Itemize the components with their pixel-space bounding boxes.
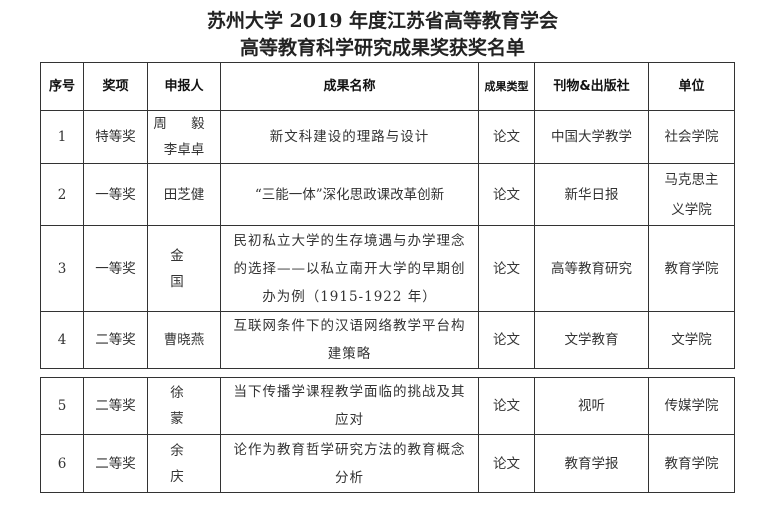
cell-work: 互联网条件下的汉语网络教学平台构建策略 bbox=[220, 311, 479, 369]
cell-applicant: 曹晓燕 bbox=[147, 311, 221, 369]
applicant-name: 李卓卓 bbox=[163, 142, 205, 158]
cell-work: 民初私立大学的生存境遇与办学理念的选择——以私立南开大学的早期创办为例（1915… bbox=[220, 225, 479, 312]
cell-publication: 视听 bbox=[534, 377, 649, 435]
cell-applicant: 余 庆 bbox=[147, 434, 221, 493]
header-publication: 刊物&出版社 bbox=[534, 62, 649, 111]
header-no: 序号 bbox=[40, 62, 84, 111]
cell-award: 二等奖 bbox=[83, 434, 148, 493]
document-title-line2: 高等教育科学研究成果奖获奖名单 bbox=[239, 37, 525, 59]
cell-publication: 高等教育研究 bbox=[534, 225, 649, 312]
cell-work: 新文科建设的理路与设计 bbox=[220, 110, 479, 164]
table-header-row: 序号 奖项 申报人 成果名称 成果类型 刊物&出版社 单位 bbox=[40, 62, 735, 111]
cell-type: 论文 bbox=[478, 225, 535, 312]
cell-no: 3 bbox=[40, 225, 84, 312]
cell-unit: 传媒学院 bbox=[648, 377, 735, 435]
table-row: 6 二等奖 余 庆 论作为教育哲学研究方法的教育概念分析 论文 教育学报 教育学… bbox=[40, 434, 735, 493]
cell-award: 二等奖 bbox=[83, 377, 148, 435]
cell-type: 论文 bbox=[478, 311, 535, 369]
cell-type: 论文 bbox=[478, 377, 535, 435]
header-award: 奖项 bbox=[83, 62, 148, 111]
cell-unit: 社会学院 bbox=[648, 110, 735, 164]
cell-type: 论文 bbox=[478, 434, 535, 493]
table-row: 3 一等奖 金 国 民初私立大学的生存境遇与办学理念的选择——以私立南开大学的早… bbox=[40, 225, 735, 312]
cell-unit: 马克思主义学院 bbox=[648, 163, 735, 226]
cell-work: 当下传播学课程教学面临的挑战及其应对 bbox=[220, 377, 479, 435]
table-row: 2 一等奖 田芝健 “三能一体”深化思政课改革创新 论文 新华日报 马克思主义学… bbox=[40, 163, 735, 226]
cell-work: 论作为教育哲学研究方法的教育概念分析 bbox=[220, 434, 479, 493]
header-applicant: 申报人 bbox=[147, 62, 221, 111]
cell-publication: 文学教育 bbox=[534, 311, 649, 369]
header-work: 成果名称 bbox=[220, 62, 479, 111]
award-table: 序号 奖项 申报人 成果名称 成果类型 刊物&出版社 单位 1 特等奖 周 毅李… bbox=[40, 62, 735, 369]
table-row: 4 二等奖 曹晓燕 互联网条件下的汉语网络教学平台构建策略 论文 文学教育 文学… bbox=[40, 311, 735, 369]
cell-applicant: 田芝健 bbox=[147, 163, 221, 226]
cell-unit: 教育学院 bbox=[648, 225, 735, 312]
cell-applicant: 金 国 bbox=[147, 225, 221, 312]
cell-unit: 文学院 bbox=[648, 311, 735, 369]
document-title-line1: 苏州大学 2019 年度江苏省高等教育学会 bbox=[206, 10, 559, 32]
cell-no: 5 bbox=[40, 377, 84, 435]
cell-applicant: 徐 蒙 bbox=[147, 377, 221, 435]
header-type: 成果类型 bbox=[478, 62, 535, 111]
cell-no: 2 bbox=[40, 163, 84, 226]
table-row: 5 二等奖 徐 蒙 当下传播学课程教学面临的挑战及其应对 论文 视听 传媒学院 bbox=[40, 377, 735, 435]
cell-type: 论文 bbox=[478, 110, 535, 164]
cell-applicant: 周 毅李卓卓 bbox=[147, 110, 221, 164]
cell-type: 论文 bbox=[478, 163, 535, 226]
header-unit: 单位 bbox=[648, 62, 735, 111]
cell-no: 1 bbox=[40, 110, 84, 164]
cell-award: 一等奖 bbox=[83, 163, 148, 226]
cell-work: “三能一体”深化思政课改革创新 bbox=[220, 163, 479, 226]
cell-award: 二等奖 bbox=[83, 311, 148, 369]
cell-unit: 教育学院 bbox=[648, 434, 735, 493]
cell-publication: 中国大学教学 bbox=[534, 110, 649, 164]
cell-publication: 新华日报 bbox=[534, 163, 649, 226]
applicant-name: 周 毅 bbox=[153, 116, 215, 132]
award-table-continued: 5 二等奖 徐 蒙 当下传播学课程教学面临的挑战及其应对 论文 视听 传媒学院 … bbox=[40, 377, 735, 493]
cell-award: 一等奖 bbox=[83, 225, 148, 312]
cell-publication: 教育学报 bbox=[534, 434, 649, 493]
cell-no: 6 bbox=[40, 434, 84, 493]
table-row: 1 特等奖 周 毅李卓卓 新文科建设的理路与设计 论文 中国大学教学 社会学院 bbox=[40, 110, 735, 164]
cell-no: 4 bbox=[40, 311, 84, 369]
cell-award: 特等奖 bbox=[83, 110, 148, 164]
